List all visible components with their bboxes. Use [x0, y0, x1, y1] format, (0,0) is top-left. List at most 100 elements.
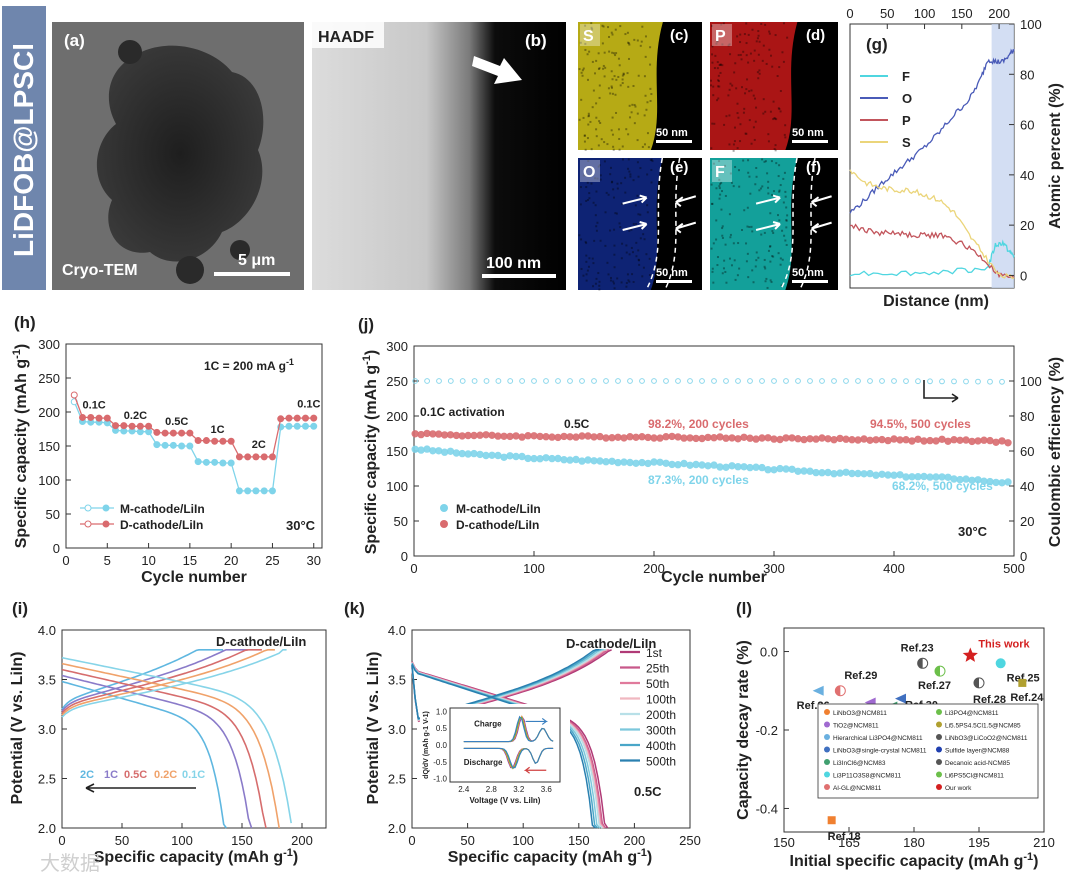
noise-dot [649, 87, 652, 90]
m-200-note: 87.3%, 200 cycles [648, 473, 749, 487]
noise-dot [605, 191, 608, 194]
noise-dot [711, 270, 714, 273]
capacity-point [986, 436, 994, 445]
capacity-point [860, 470, 868, 478]
noise-dot [610, 181, 613, 184]
x-tick-label: 210 [1033, 835, 1055, 850]
rate-label: 0.1C [83, 400, 106, 412]
noise-dot [615, 78, 618, 81]
noise-dot [642, 233, 645, 236]
noise-dot [769, 212, 772, 215]
noise-dot [782, 22, 785, 25]
noise-dot [721, 43, 724, 46]
noise-dot [618, 64, 621, 67]
noise-dot [640, 196, 643, 199]
x-tick-label: 0 [846, 6, 853, 21]
noise-dot [637, 258, 640, 261]
capacity-point [686, 461, 694, 469]
capacity-point [644, 459, 652, 468]
noise-dot [737, 169, 740, 172]
noise-dot [625, 285, 628, 288]
noise-dot [778, 219, 781, 222]
x-tick-label: 100 [171, 833, 193, 848]
capacity-point [818, 434, 826, 442]
noise-dot [611, 180, 614, 183]
y-tick-label: 3.0 [388, 722, 406, 737]
noise-dot [592, 262, 595, 265]
noise-dot [746, 206, 749, 209]
noise-dot [755, 251, 758, 254]
y2-tick-label: 80 [1020, 409, 1034, 424]
capacity-point [554, 454, 562, 463]
data-point [260, 453, 268, 461]
x-tick-label: 180 [903, 835, 925, 850]
capacity-point [626, 458, 634, 467]
discharge-curve-1C [61, 674, 253, 829]
noise-dot [579, 186, 582, 189]
noise-dot [719, 183, 722, 186]
panel-b-haadf: HAADF (b) 100 nm [312, 22, 566, 290]
noise-dot [719, 193, 722, 196]
noise-dot [633, 103, 636, 106]
noise-dot [578, 118, 581, 121]
noise-dot [611, 92, 614, 95]
noise-dot [643, 143, 646, 146]
capacity-point [411, 430, 419, 438]
noise-dot [587, 265, 590, 268]
x-tick-label: 200 [291, 833, 313, 848]
y-tick-label: 300 [38, 337, 60, 352]
noise-dot [757, 30, 760, 33]
capacity-point [650, 434, 658, 442]
noise-dot [613, 52, 616, 55]
capacity-point [632, 459, 640, 467]
noise-dot [595, 135, 598, 138]
panel-a-scale-text: 5 μm [238, 252, 275, 269]
noise-dot [711, 122, 714, 125]
y-tick-label: 250 [38, 371, 60, 386]
noise-dot [716, 264, 719, 267]
noise-dot [595, 229, 598, 232]
noise-dot [629, 116, 632, 119]
noise-dot [617, 57, 620, 60]
noise-dot [590, 22, 593, 25]
capacity-point [512, 432, 520, 440]
capacity-point [746, 463, 754, 472]
capacity-point [446, 431, 455, 439]
noise-dot [627, 167, 630, 170]
x-tick-label: 150 [231, 833, 253, 848]
noise-dot [639, 167, 642, 170]
inset-y-tick-label: 1.0 [436, 707, 448, 716]
noise-dot [784, 195, 787, 198]
capacity-point [1004, 478, 1012, 486]
noise-dot [767, 180, 770, 183]
capacity-point [704, 462, 712, 470]
noise-dot [747, 276, 750, 279]
panel-i-label: (i) [12, 599, 28, 618]
noise-dot [625, 128, 628, 131]
noise-dot [721, 236, 724, 239]
element-tag: O [583, 164, 595, 181]
noise-dot [621, 145, 624, 148]
noise-dot [721, 64, 724, 67]
noise-dot [627, 279, 630, 282]
side-title-banner: LiDFOB@LPSCl [2, 6, 46, 290]
noise-dot [586, 269, 589, 272]
side-title: LiDFOB@LPSCl [8, 43, 39, 257]
capacity-point [602, 458, 610, 466]
noise-dot [716, 67, 719, 70]
capacity-point [626, 433, 634, 441]
noise-dot [710, 202, 713, 205]
noise-dot [752, 94, 755, 97]
noise-dot [600, 138, 603, 141]
noise-dot [736, 147, 739, 150]
x-axis-title: Cycle number [141, 569, 247, 586]
data-point [995, 658, 1006, 669]
capacity-point [914, 435, 922, 443]
noise-dot [762, 112, 765, 115]
inset-y-axis-title: dQ/dV (mAh g-1 V-1) [423, 711, 430, 779]
noise-dot [588, 50, 591, 53]
capacity-point [992, 478, 1000, 487]
noise-dot [611, 116, 614, 119]
noise-dot [618, 148, 621, 151]
y-tick-label: 50 [394, 514, 408, 529]
